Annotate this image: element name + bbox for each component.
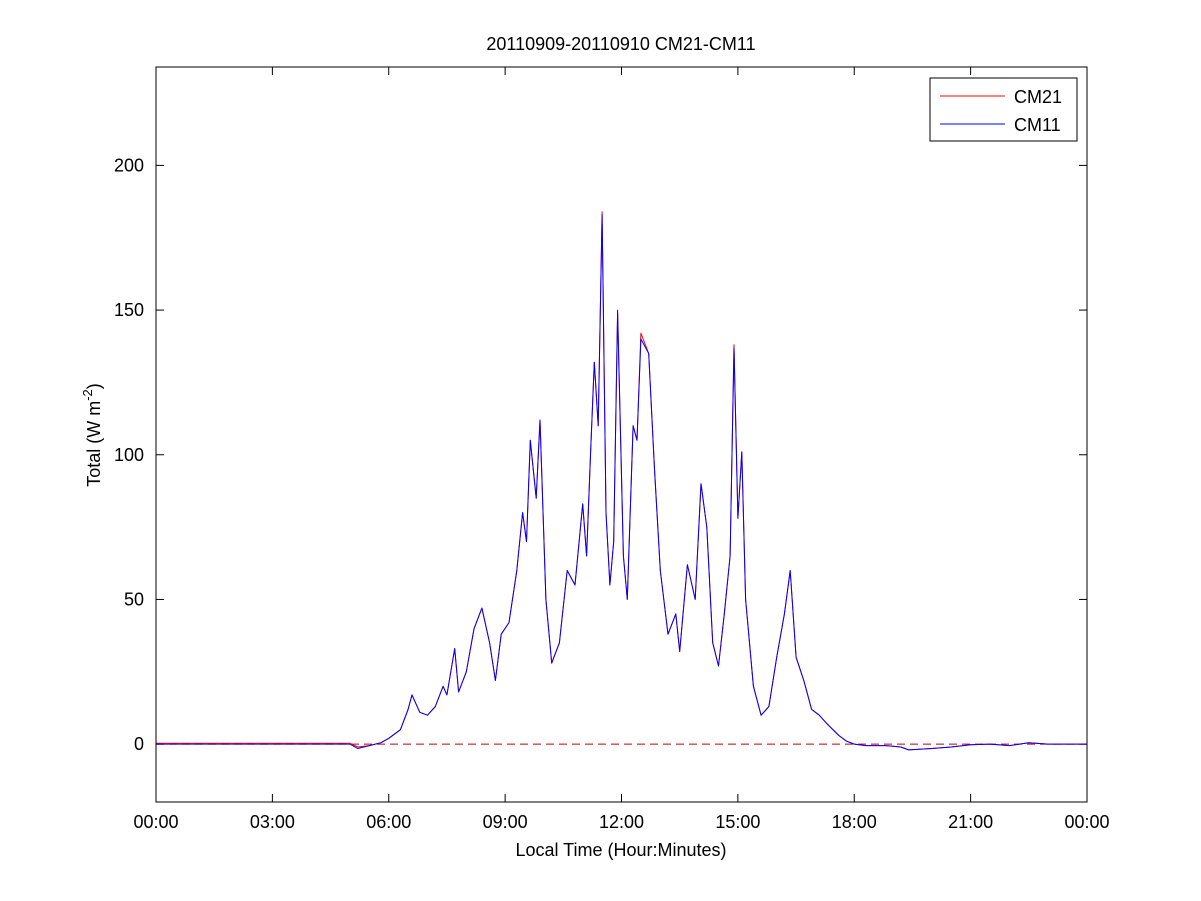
legend-box (929, 77, 1078, 142)
chart-title: 20110909-20110910 CM21-CM11 (486, 34, 755, 54)
x-axis-label: Local Time (Hour:Minutes) (515, 840, 726, 860)
y-tick-label: 50 (124, 589, 144, 609)
plot-frame (155, 66, 1088, 803)
x-tick-label: 00:00 (1064, 812, 1109, 832)
x-tick-label: 21:00 (948, 812, 993, 832)
x-tick-label: 15:00 (715, 812, 760, 832)
x-tick-label: 18:00 (832, 812, 877, 832)
x-tick-label: 03:00 (250, 812, 295, 832)
x-tick-label: 09:00 (483, 812, 528, 832)
y-tick-label: 100 (114, 445, 144, 465)
y-tick-label: 150 (114, 300, 144, 320)
y-label-sup: -2 (80, 389, 95, 401)
y-label-text: Total (W m (84, 401, 104, 487)
x-tick-label: 00:00 (133, 812, 178, 832)
legend-label: CM21 (1014, 87, 1062, 107)
legend-label: CM11 (1014, 115, 1061, 135)
data-line (156, 214, 1087, 751)
y-axis-label: Total (W m-2) (80, 383, 104, 487)
y-tick-label: 0 (134, 734, 144, 754)
y-label-end: ) (84, 383, 104, 389)
x-tick-label: 06:00 (366, 812, 411, 832)
x-tick-label: 12:00 (599, 812, 644, 832)
y-tick-label: 200 (114, 155, 144, 175)
